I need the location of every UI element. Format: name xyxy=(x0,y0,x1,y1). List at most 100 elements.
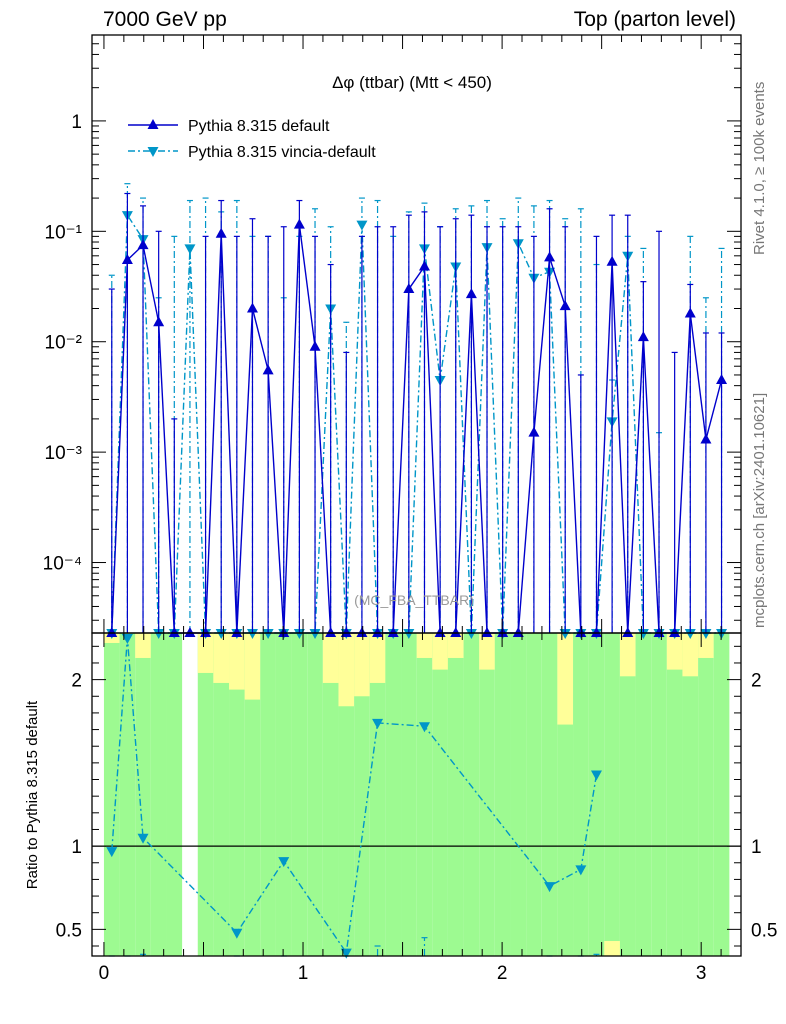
vincia-marker xyxy=(293,629,305,639)
y-tick-label: 10⁻¹ xyxy=(45,222,83,243)
band-green xyxy=(401,633,417,956)
ratio-vincia-line xyxy=(111,637,598,955)
band-green xyxy=(494,633,511,956)
pythia-default-marker xyxy=(106,627,118,637)
band-green xyxy=(244,633,261,956)
band-green xyxy=(275,633,292,956)
band-green xyxy=(666,633,683,956)
ratio-vincia-marker xyxy=(106,847,118,858)
x-tick-label: 1 xyxy=(298,963,309,984)
ratio-bands xyxy=(103,633,730,956)
band-yellow xyxy=(447,633,464,658)
band-yellow xyxy=(479,633,495,670)
band-green xyxy=(150,633,167,956)
vincia-marker xyxy=(215,629,227,639)
pythia-default-marker xyxy=(137,239,149,250)
vincia-marker xyxy=(637,629,649,639)
pythia-default-marker xyxy=(340,627,352,637)
band-green xyxy=(463,633,480,956)
pythia-default-marker xyxy=(372,627,384,637)
pythia-default-marker xyxy=(262,364,274,375)
pythia-default-marker xyxy=(481,627,493,637)
ratio-vincia-marker xyxy=(121,633,133,644)
vincia-marker xyxy=(262,629,274,639)
ratio-vincia-marker xyxy=(575,865,587,876)
pythia-default-series xyxy=(106,192,728,637)
ratio-y-tick-label-left: 0.5 xyxy=(56,920,82,941)
band-green xyxy=(682,633,699,956)
x-axis xyxy=(103,35,722,956)
band-yellow xyxy=(213,633,230,683)
band-green xyxy=(291,633,308,956)
band-green xyxy=(447,633,464,956)
ratio-vincia-marker xyxy=(544,882,556,893)
header-left: 7000 GeV pp xyxy=(103,8,227,31)
vincia-marker xyxy=(403,629,415,639)
ratio-vincia-marker xyxy=(231,928,243,939)
band-yellow xyxy=(416,633,433,658)
band-yellow xyxy=(604,941,620,956)
ratio-vincia-marker xyxy=(418,722,430,733)
pythia-default-marker xyxy=(700,433,712,444)
vincia-marker xyxy=(356,220,368,231)
band-yellow xyxy=(557,633,574,725)
legend-label-default: Pythia 8.315 default xyxy=(188,118,330,135)
band-yellow xyxy=(432,633,448,670)
band-green xyxy=(619,633,636,956)
legend-label-vincia: Pythia 8.315 vincia-default xyxy=(188,144,376,161)
pythia-default-marker xyxy=(356,627,368,637)
pythia-default-marker xyxy=(278,627,290,637)
ratio-y-axis-label: Ratio to Pythia 8.315 default xyxy=(24,700,41,889)
pythia-default-marker xyxy=(716,374,728,385)
plot-title: Δφ (ttbar) (Mtt < 450) xyxy=(332,73,492,92)
x-tick-label: 0 xyxy=(99,963,110,984)
pythia-default-marker xyxy=(497,627,509,637)
band-green xyxy=(698,633,714,956)
pythia-default-marker xyxy=(528,426,540,437)
pythia-default-marker xyxy=(293,218,305,229)
vincia-marker xyxy=(684,629,696,639)
vincia-marker xyxy=(184,244,196,255)
legend xyxy=(128,119,178,157)
band-green xyxy=(385,633,402,956)
vincia-marker xyxy=(700,629,712,639)
band-green xyxy=(510,633,527,956)
pythia-default-marker xyxy=(309,340,321,351)
vincia-marker xyxy=(559,629,571,639)
ratio-y-axis xyxy=(92,645,741,947)
band-yellow xyxy=(338,633,355,707)
band-green xyxy=(369,633,386,956)
header-right: Top (parton level) xyxy=(573,8,736,31)
legend-marker-default xyxy=(147,119,159,129)
pythia-default-marker xyxy=(231,627,243,637)
ratio-vincia-marker xyxy=(372,718,384,729)
pythia-default-marker xyxy=(168,627,180,637)
band-green xyxy=(479,633,495,956)
vincia-marker xyxy=(153,629,165,639)
ratio-y-tick-label-right: 2 xyxy=(751,671,762,692)
pythia-default-marker xyxy=(606,255,618,266)
ratio-panel-frame xyxy=(91,632,742,957)
band-green xyxy=(229,633,245,956)
band-yellow xyxy=(322,633,339,683)
pythia-default-marker xyxy=(184,627,196,637)
ratio-vincia-marker xyxy=(278,857,290,868)
band-yellow xyxy=(244,633,261,700)
band-yellow xyxy=(354,633,370,697)
band-green xyxy=(588,633,605,956)
vincia-series xyxy=(106,183,728,639)
pythia-default-line xyxy=(111,224,723,634)
pythia-default-marker xyxy=(575,627,587,637)
band-yellow xyxy=(197,633,214,673)
pythia-default-marker xyxy=(559,300,571,311)
pythia-default-marker xyxy=(200,627,212,637)
band-green xyxy=(651,633,667,956)
y-tick-label: 1 xyxy=(71,112,82,133)
pythia-default-marker xyxy=(325,627,337,637)
ratio-vincia-marker xyxy=(340,948,352,959)
pythia-default-marker xyxy=(465,288,477,299)
band-yellow xyxy=(135,633,151,658)
band-green xyxy=(541,633,558,956)
ratio-y-tick-label-right: 1 xyxy=(751,837,762,858)
